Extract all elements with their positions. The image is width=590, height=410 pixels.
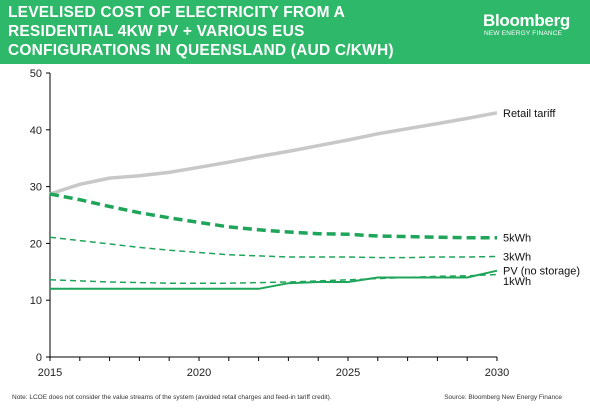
brand-logo: Bloomberg NEW ENERGY FINANCE xyxy=(483,12,570,38)
y-tick-label: 10 xyxy=(30,295,42,307)
title-line-1: LEVELISED COST OF ELECTRICITY FROM A xyxy=(8,4,346,21)
x-tick-label: 2015 xyxy=(38,367,62,379)
y-tick-label: 30 xyxy=(30,182,42,194)
y-tick-label: 50 xyxy=(30,68,42,80)
series-line-retail-tariff xyxy=(49,111,498,196)
series-label: 5kWh xyxy=(503,233,531,245)
header-banner: LEVELISED COST OF ELECTRICITY FROM A RES… xyxy=(0,0,590,64)
footnote: Note: LCOE does not consider the value s… xyxy=(12,394,332,401)
series-labels: Retail tariff 5kWh 3kWh PV (no storage)1kWh xyxy=(503,108,580,288)
brand-name: Bloomberg xyxy=(482,11,570,30)
y-tick-label: 20 xyxy=(30,238,42,250)
y-tick-label: 0 xyxy=(36,352,42,364)
x-tick-label: 2020 xyxy=(187,367,211,379)
brand-subtitle: NEW ENERGY FINANCE xyxy=(483,30,563,37)
series-line-5kwh xyxy=(49,192,497,240)
series-line-1kwh xyxy=(49,273,498,284)
title-line-2: RESIDENTIAL 4KW PV + VARIOUS EUS xyxy=(8,23,305,40)
series-lines xyxy=(49,111,498,290)
series-label: 3kWh xyxy=(503,251,531,263)
x-tick-label: 2030 xyxy=(485,367,509,379)
series-line-3kwh xyxy=(49,236,498,259)
x-tick-label: 2025 xyxy=(336,367,360,379)
y-tick-label: 40 xyxy=(30,125,42,137)
series-label: 1kWh xyxy=(503,276,531,288)
chart-title: LEVELISED COST OF ELECTRICITY FROM A RES… xyxy=(8,3,448,60)
series-label: PV (no storage) xyxy=(503,266,580,278)
series-line-pv-no-storage xyxy=(50,269,498,290)
title-line-3: CONFIGURATIONS IN QUEENSLAND (AUD C/KWH) xyxy=(8,42,394,59)
series-label: Retail tariff xyxy=(503,108,556,120)
source-note: Source: Bloomberg New Energy Finance xyxy=(444,394,562,401)
